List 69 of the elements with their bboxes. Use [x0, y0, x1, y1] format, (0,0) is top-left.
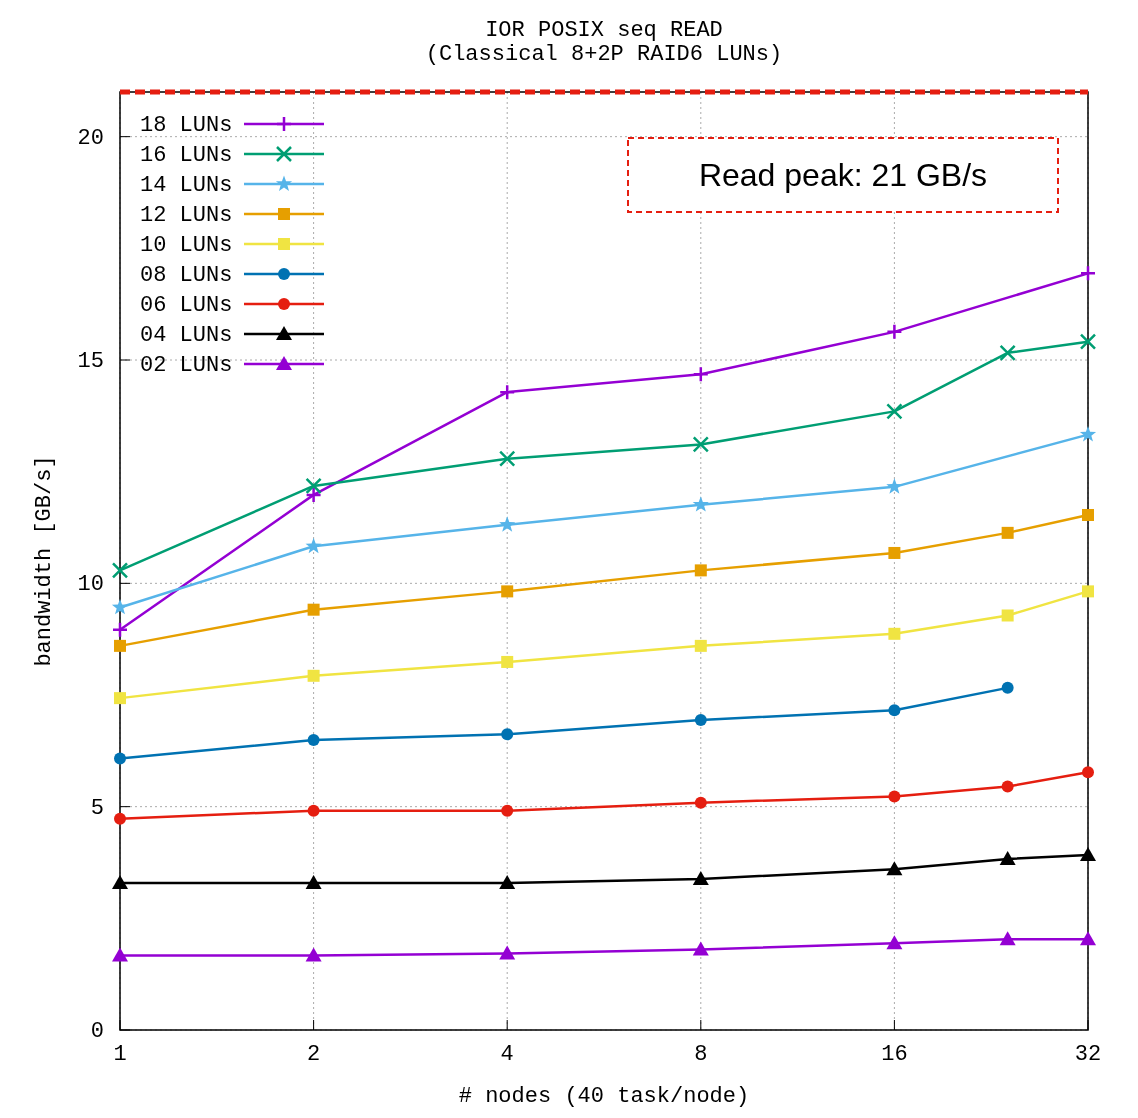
x-tick-label: 32: [1074, 1042, 1102, 1067]
legend-label: 16 LUNs: [140, 143, 233, 168]
point: [307, 603, 320, 616]
point: [498, 450, 516, 467]
point: [692, 871, 709, 886]
legend-label: 08 LUNs: [140, 263, 233, 288]
legend-label: 10 LUNs: [140, 233, 233, 258]
y-tick-label: 0: [90, 1019, 104, 1044]
point: [1079, 265, 1097, 282]
point: [114, 812, 126, 825]
point: [112, 947, 128, 962]
legend-label: 06 LUNs: [140, 293, 233, 318]
point: [692, 496, 709, 512]
point: [307, 734, 320, 747]
x-tick-label: 2: [307, 1042, 321, 1067]
point: [305, 875, 322, 890]
point: [694, 564, 707, 577]
legend-label: 14 LUNs: [140, 173, 233, 198]
y-tick-label: 15: [77, 349, 104, 374]
point: [305, 477, 322, 495]
point: [499, 875, 516, 890]
point: [498, 383, 516, 401]
y-axis-title: bandwidth [GB/s]: [32, 455, 57, 667]
point: [888, 704, 901, 717]
point: [694, 639, 707, 652]
point: [111, 562, 129, 579]
point: [888, 790, 901, 803]
y-tick-label: 20: [77, 125, 104, 151]
point: [111, 621, 129, 639]
point: [886, 323, 903, 341]
point: [501, 728, 514, 741]
point: [501, 655, 514, 668]
point: [501, 804, 514, 817]
point: [888, 546, 901, 559]
x-tick-label: 4: [500, 1042, 514, 1067]
point: [886, 935, 903, 950]
y-tick-label: 5: [90, 795, 104, 821]
point: [499, 945, 516, 960]
point: [1079, 426, 1097, 442]
x-tick-label: 8: [694, 1042, 708, 1067]
x-tick-label: 16: [881, 1042, 908, 1067]
point: [886, 861, 903, 876]
point: [692, 366, 710, 383]
point: [694, 796, 707, 809]
point: [886, 403, 903, 420]
chart-subtitle: (Classical 8+2P RAID6 LUNs): [425, 42, 783, 67]
legend-label: 04 LUNs: [140, 323, 233, 348]
point: [692, 941, 709, 956]
chart-title: IOR POSIX seq READ: [485, 18, 723, 43]
x-tick-label: 1: [113, 1042, 127, 1067]
point: [307, 669, 320, 682]
point: [305, 537, 322, 554]
point: [501, 585, 514, 598]
point: [114, 639, 126, 652]
point: [114, 752, 126, 765]
point: [694, 714, 707, 727]
point: [499, 516, 516, 532]
ref-line-label: Read peak: 21 GB/s: [698, 157, 988, 193]
point: [305, 947, 322, 962]
legend-label: 02 LUNs: [140, 353, 233, 378]
legend-label: 18 LUNs: [140, 113, 233, 138]
point: [112, 875, 128, 890]
point: [307, 804, 320, 817]
y-tick-label: 10: [77, 572, 104, 598]
legend-label: 12 LUNs: [140, 203, 233, 228]
point: [114, 692, 126, 705]
point: [692, 436, 710, 453]
x-axis-title: # nodes (40 task/node): [458, 1084, 750, 1109]
point: [888, 627, 901, 640]
